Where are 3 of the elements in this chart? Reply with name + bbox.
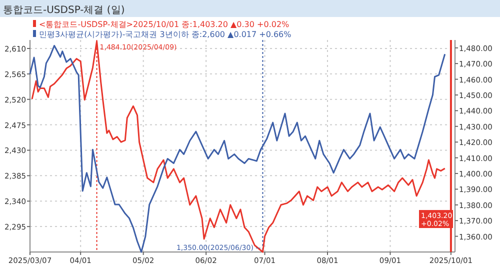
legend-label: <통합코드-USDSP-체결>2025/10/01 종:1,403.20 ▲0.30 +0.02%	[39, 20, 290, 29]
legend-label: 민평3사평균(시가평가)-국고채권 3년이하 종:2,600 ▲0.017 +0.66%	[39, 30, 292, 39]
chart-title: 통합코드-USDSP-체결 (일)	[3, 5, 125, 16]
